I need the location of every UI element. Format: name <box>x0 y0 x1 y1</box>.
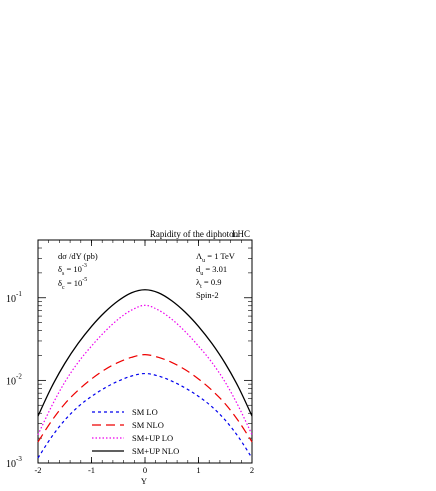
series-line-sm-lo <box>37 372 253 459</box>
model-parameter: du = 3.01 <box>196 264 227 277</box>
cut-annotation: δc = 10-5 <box>58 277 87 291</box>
legend-label: SM NLO <box>132 420 164 430</box>
x-tick-label: 2 <box>250 465 254 475</box>
model-parameter: Spin-2 <box>196 290 219 300</box>
chart-title: Rapidity of the diphoton <box>150 229 239 239</box>
model-parameter: Λu = 1 TeV <box>196 251 236 264</box>
series-line-sm-nlo <box>37 354 253 443</box>
legend-label: SM+UP NLO <box>132 446 179 456</box>
y-tick-label: 10-2 <box>6 372 22 387</box>
legend-label: SM LO <box>132 407 158 417</box>
x-tick-label: -1 <box>88 465 95 475</box>
x-axis-label: Y <box>141 476 147 486</box>
y-tick-label: 10-1 <box>6 290 22 305</box>
series-line-sm-up-nlo <box>37 289 253 417</box>
y-tick-label: 10-3 <box>6 455 22 470</box>
x-tick-label: 1 <box>196 465 200 475</box>
series-line-sm-up-lo <box>37 304 253 435</box>
x-tick-label: -2 <box>34 465 41 475</box>
collider-label: LHC <box>232 229 250 239</box>
model-parameter: λt = 0.9 <box>196 277 221 290</box>
y-axis-label: dσ /dY (pb) <box>58 251 98 261</box>
x-tick-label: 0 <box>143 465 147 475</box>
cut-annotation: δs = 10-3 <box>58 263 87 277</box>
legend-label: SM+UP LO <box>132 433 173 443</box>
